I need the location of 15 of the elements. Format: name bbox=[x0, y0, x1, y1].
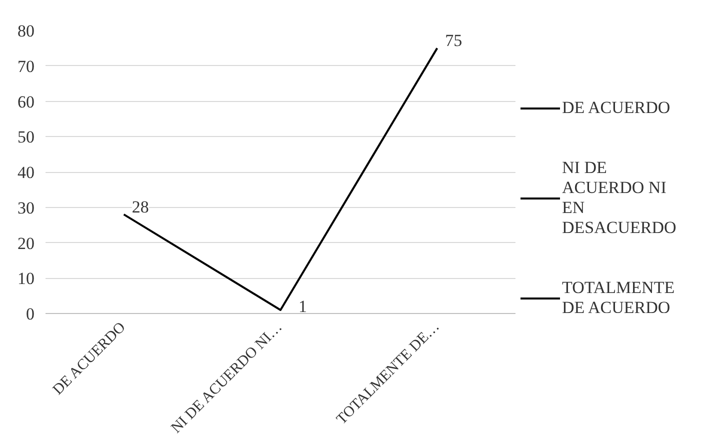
text: TOTALMENTE DE ACUERDO bbox=[562, 278, 675, 315]
y-tick-label: 0 bbox=[26, 304, 34, 324]
y-tick-label: 70 bbox=[18, 56, 34, 76]
data-label: 75 bbox=[445, 31, 462, 50]
y-tick-label: 30 bbox=[18, 198, 34, 218]
y-tick-label: 50 bbox=[18, 128, 34, 147]
y-tick-label: 10 bbox=[18, 269, 34, 288]
y-tick-label: 40 bbox=[18, 163, 34, 182]
y-tick-label: 20 bbox=[18, 234, 34, 253]
text: NI DE ACUERDO NI EN DESACUERDO bbox=[562, 158, 676, 238]
data-label: 1 bbox=[298, 296, 307, 316]
text: DE ACUERDO bbox=[562, 98, 670, 118]
data-label: 28 bbox=[132, 197, 149, 216]
y-tick-label: 60 bbox=[18, 92, 34, 112]
y-tick-label: 80 bbox=[18, 22, 34, 40]
